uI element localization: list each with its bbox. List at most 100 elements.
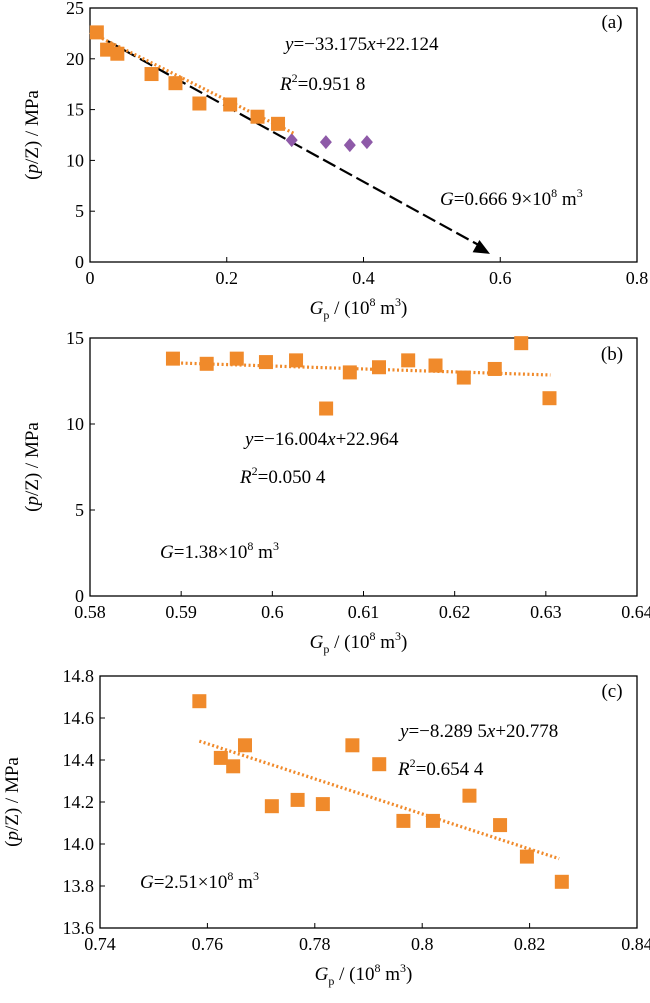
data-point xyxy=(371,360,386,375)
x-axis-label: Gp / (108 m3) xyxy=(315,961,413,988)
x-tick-label: 0.58 xyxy=(74,602,106,622)
y-tick-label: 15 xyxy=(66,100,84,120)
y-tick-label: 14.2 xyxy=(63,792,95,812)
data-point xyxy=(425,813,440,828)
x-tick-label: 0.76 xyxy=(192,934,224,954)
data-point xyxy=(226,759,241,774)
data-point xyxy=(290,792,305,807)
y-axis-label: (p/Z) / MPa xyxy=(22,422,43,512)
y-tick-label: 5 xyxy=(75,500,84,520)
data-point xyxy=(315,797,330,812)
g-text: G=0.666 9×108 m3 xyxy=(440,186,583,210)
data-point xyxy=(462,788,477,803)
data-point xyxy=(250,109,265,124)
x-tick-label: 0.8 xyxy=(411,934,434,954)
chart-panel-a: 0 0.2 0.4 0.6 0.8 0 5 10 15 20 25 Gp / (108 m3) (p/Z… xyxy=(22,0,648,322)
chart-panel-b: 0.58 0.59 0.6 0.61 0.62 0.63 0.64 0 5 10 15 Gp / (1… xyxy=(22,328,650,656)
data-point xyxy=(192,694,207,709)
x-tick-label: 0.74 xyxy=(84,934,116,954)
data-point xyxy=(456,370,471,385)
chart-panel-c: 0.74 0.76 0.78 0.8 0.82 0.84 13.6 13.8 14.0 14.2 1… xyxy=(2,666,650,988)
data-point xyxy=(168,76,183,91)
data-point xyxy=(289,353,304,368)
data-point xyxy=(428,358,443,373)
data-point xyxy=(487,361,502,376)
equation-text: y=−33.175x+22.124 xyxy=(283,34,439,55)
r-squared-text: R2=0.050 4 xyxy=(239,464,326,488)
x-tick-label: 0.2 xyxy=(216,268,239,288)
r-squared-text: R2=0.654 4 xyxy=(397,756,484,780)
extrapolation-line xyxy=(89,30,483,248)
data-point xyxy=(396,813,411,828)
data-point xyxy=(192,96,207,111)
x-axis-label: Gp / (108 m3) xyxy=(310,629,408,656)
x-tick-label: 0.6 xyxy=(261,602,284,622)
data-point xyxy=(213,750,228,765)
x-tick-label: 0.6 xyxy=(489,268,512,288)
x-tick-label: 0.82 xyxy=(514,934,546,954)
data-point xyxy=(271,116,286,131)
equation-text: y=−16.004x+22.964 xyxy=(243,429,399,450)
data-point xyxy=(542,391,557,406)
y-tick-label: 10 xyxy=(66,414,84,434)
data-point xyxy=(372,757,387,772)
y-tick-label: 10 xyxy=(66,150,84,170)
data-point xyxy=(165,351,180,366)
y-tick-label: 5 xyxy=(75,201,84,221)
panel-label: (a) xyxy=(601,12,622,33)
y-axis-label: (p/Z) / MPa xyxy=(22,90,43,180)
x-tick-label: 0.4 xyxy=(352,268,375,288)
y-tick-label: 0 xyxy=(75,586,84,606)
data-point xyxy=(360,135,373,150)
trend-line xyxy=(198,739,560,861)
data-point xyxy=(199,356,214,371)
data-point xyxy=(514,336,529,351)
x-tick-label: 0.84 xyxy=(621,934,650,954)
x-tick-label: 0.78 xyxy=(299,934,331,954)
y-tick-label: 0 xyxy=(75,252,84,272)
data-point xyxy=(144,67,159,82)
x-tick-label: 0.64 xyxy=(621,602,650,622)
data-point xyxy=(493,818,508,833)
panel-label: (b) xyxy=(601,344,623,365)
equation-text: y=−8.289 5x+20.778 xyxy=(398,721,558,742)
y-tick-label: 14.6 xyxy=(63,708,95,728)
y-axis-label: (p/Z) / MPa xyxy=(2,757,23,847)
y-tick-label: 25 xyxy=(66,0,84,18)
x-tick-label: 0.61 xyxy=(348,602,380,622)
y-tick-label: 13.6 xyxy=(63,918,95,938)
data-point xyxy=(319,401,334,416)
y-tick-label: 14.4 xyxy=(63,750,95,770)
y-tick-label: 14.0 xyxy=(63,834,95,854)
data-point xyxy=(554,874,569,889)
data-point xyxy=(345,738,360,753)
x-tick-label: 0.63 xyxy=(530,602,562,622)
g-text: G=1.38×108 m3 xyxy=(160,539,279,563)
r-squared-text: R2=0.951 8 xyxy=(279,71,365,95)
x-tick-label: 0.8 xyxy=(626,268,649,288)
y-tick-label: 13.8 xyxy=(63,876,95,896)
data-point xyxy=(110,46,125,61)
data-point xyxy=(258,355,273,370)
data-point xyxy=(401,353,416,368)
panel-label: (c) xyxy=(601,681,622,702)
y-tick-label: 15 xyxy=(66,328,84,348)
g-text: G=2.51×108 m3 xyxy=(140,869,259,893)
x-tick-label: 0.59 xyxy=(165,602,197,622)
data-point xyxy=(343,138,356,153)
trend-line xyxy=(89,30,296,136)
y-tick-label: 20 xyxy=(66,49,84,69)
data-point xyxy=(223,97,238,112)
data-point xyxy=(237,738,252,753)
data-point xyxy=(519,849,534,864)
x-tick-label: 0.62 xyxy=(439,602,471,622)
y-tick-label: 14.8 xyxy=(63,666,95,686)
trend-line xyxy=(176,361,551,377)
data-point xyxy=(264,799,279,814)
data-point xyxy=(319,135,332,150)
arrow-head xyxy=(472,239,490,254)
data-point xyxy=(285,133,298,148)
x-axis-label: Gp / (108 m3) xyxy=(310,295,408,322)
x-tick-label: 0 xyxy=(86,268,95,288)
